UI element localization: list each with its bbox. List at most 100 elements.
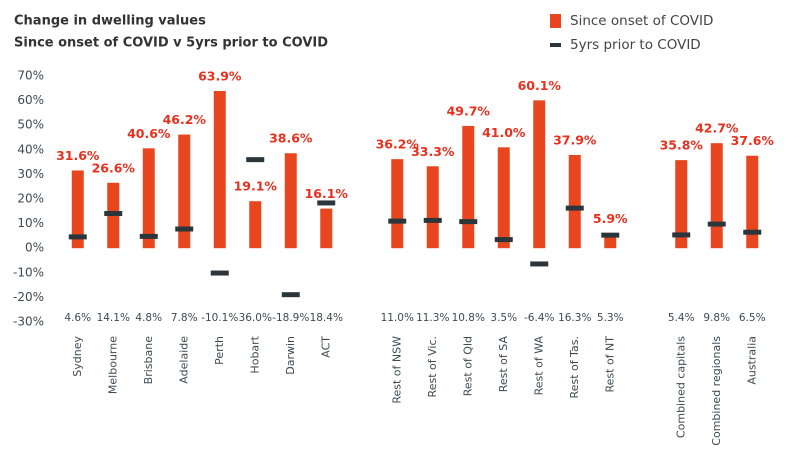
value-label: 42.7% [695, 121, 739, 136]
value-label: 11.0% [381, 312, 414, 324]
y-tick-label: -30% [13, 315, 44, 329]
x-tick-label: Sydney [71, 336, 84, 377]
dash-marker [743, 229, 762, 235]
dash-marker [459, 219, 478, 225]
bar [426, 166, 439, 249]
value-label: 31.6% [56, 148, 100, 163]
dash-marker [707, 221, 726, 227]
legend-label: Since onset of COVID [570, 13, 713, 29]
dash-marker [246, 157, 265, 163]
y-tick-label: 40% [17, 142, 44, 156]
bar [497, 147, 510, 249]
bar [142, 148, 155, 249]
x-tick-label: Rest of Vic. [426, 336, 439, 397]
value-label: 5.9% [593, 211, 628, 226]
value-label: 5.3% [597, 312, 624, 324]
value-label: 4.8% [135, 312, 162, 324]
x-tick-label: Perth [213, 336, 226, 365]
y-tick-label: 20% [17, 192, 44, 206]
value-label: 40.6% [127, 126, 171, 141]
x-tick-label: Brisbane [142, 336, 155, 385]
value-label: 9.8% [703, 312, 730, 324]
bar [746, 155, 759, 249]
value-label: 46.2% [163, 112, 207, 127]
y-tick-label: 0% [25, 241, 44, 255]
x-tick-label: Rest of NSW [390, 336, 403, 404]
dash-marker [494, 237, 513, 243]
bar [568, 154, 581, 249]
x-tick-label: Rest of NT [603, 336, 616, 393]
dash-marker [104, 211, 123, 217]
value-label: -10.1% [201, 312, 238, 324]
bar [213, 91, 226, 249]
dash-marker [423, 217, 442, 223]
value-label: 14.1% [97, 312, 130, 324]
dash-marker [281, 292, 300, 298]
x-tick-label: Rest of SA [497, 336, 510, 393]
x-tick-label: Combined regionals [710, 336, 723, 446]
legend-label: 5yrs prior to COVID [570, 37, 701, 53]
x-tick-label: Darwin [284, 336, 297, 375]
x-tick-label: Adelaide [177, 336, 190, 384]
value-label: 33.3% [411, 144, 455, 159]
x-tick-label: Hobart [248, 335, 261, 373]
bar [462, 125, 475, 249]
y-tick-label: 10% [17, 216, 44, 230]
value-label: 37.9% [553, 132, 597, 147]
value-label: 10.8% [452, 312, 485, 324]
dash-marker [210, 270, 229, 276]
x-tick-label: Melbourne [106, 336, 119, 394]
x-tick-label: ACT [319, 336, 332, 358]
y-tick-label: 50% [17, 118, 44, 132]
y-tick-label: 70% [17, 69, 44, 83]
value-label: 7.8% [171, 312, 198, 324]
value-label: 5.4% [668, 312, 695, 324]
x-tick-label: Combined capitals [674, 336, 687, 438]
dash-marker [530, 261, 549, 267]
bar [284, 153, 297, 249]
value-label: 37.6% [731, 133, 775, 148]
y-tick-label: -20% [13, 290, 44, 304]
y-tick-label: 60% [17, 93, 44, 107]
dash-marker [175, 226, 194, 232]
x-tick-label: Rest of WA [532, 336, 545, 396]
x-tick-label: Australia [745, 336, 758, 385]
dash-marker [317, 200, 336, 206]
bar [249, 201, 262, 249]
value-label: 4.6% [64, 312, 91, 324]
value-label: 63.9% [198, 69, 242, 84]
chart-subtitle: Since onset of COVID v 5yrs prior to COV… [14, 36, 328, 51]
x-tick-label: Rest of Qld [461, 336, 474, 396]
chart-title: Change in dwelling values [14, 14, 206, 29]
legend-swatch [550, 14, 561, 28]
dash-marker [601, 232, 620, 238]
value-label: 35.8% [660, 138, 704, 153]
bar [710, 143, 723, 249]
value-label: 19.1% [234, 179, 278, 194]
value-label: 26.6% [92, 160, 136, 175]
value-label: 41.0% [482, 125, 526, 140]
bar [533, 100, 546, 249]
x-tick-label: Rest of Tas. [568, 336, 581, 398]
value-label: 36.0% [239, 312, 272, 324]
legend-swatch [550, 43, 561, 47]
value-label: 6.5% [739, 312, 766, 324]
y-tick-label: 30% [17, 167, 44, 181]
value-label: -18.9% [272, 312, 309, 324]
value-label: 38.6% [269, 131, 313, 146]
value-label: 16.3% [558, 312, 591, 324]
bar [320, 208, 333, 249]
bar [178, 134, 191, 249]
value-label: 3.5% [490, 312, 517, 324]
dash-marker [565, 205, 584, 211]
bar [675, 160, 688, 249]
value-label: 36.2% [376, 137, 420, 152]
value-label: 18.4% [310, 312, 343, 324]
value-label: 60.1% [518, 78, 562, 93]
bar [391, 159, 404, 249]
value-label: -6.4% [524, 312, 554, 324]
value-label: 16.1% [305, 186, 349, 201]
bar [71, 170, 84, 249]
dash-marker [68, 234, 87, 240]
